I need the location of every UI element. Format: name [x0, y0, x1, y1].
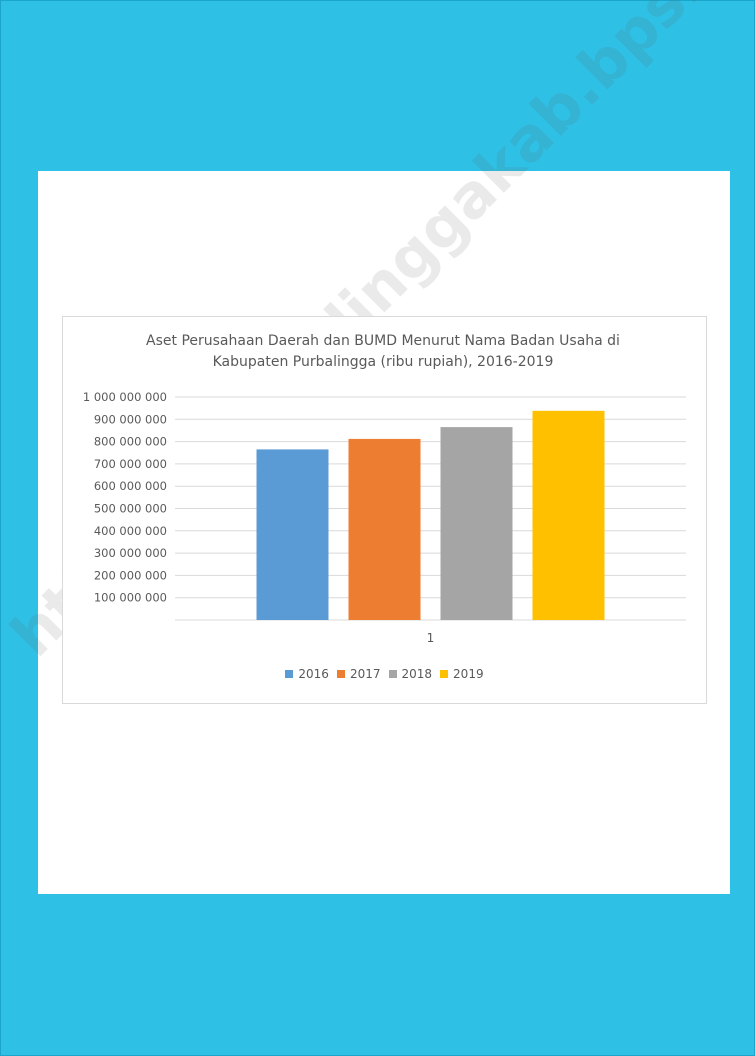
legend-swatch — [388, 669, 397, 678]
legend-label: 2019 — [453, 667, 484, 681]
y-tick-label: 100 000 000 — [94, 591, 167, 605]
chart-title: Aset Perusahaan Daerah dan BUMD Menurut … — [123, 331, 643, 373]
y-tick-label: 200 000 000 — [94, 568, 167, 582]
document-sheet: https://purbalinggakab.bps.go.id Aset Pe… — [0, 0, 755, 894]
bar-2017 — [348, 438, 421, 620]
y-tick-label: 1 000 000 000 — [83, 390, 167, 404]
legend-swatch — [440, 669, 449, 678]
bar-chart: 100 000 000 200 000 000 300 000 000 400 000… — [83, 390, 686, 645]
bar-2016 — [256, 449, 329, 620]
chart-title-line-2: Kabupaten Purbalingga (ribu rupiah), 201… — [212, 354, 554, 370]
legend-label: 2017 — [349, 667, 381, 681]
y-tick-label: 900 000 000 — [94, 412, 167, 426]
y-tick-label: 800 000 000 — [94, 435, 167, 449]
chart-container: Aset Perusahaan Daerah dan BUMD Menurut … — [62, 316, 707, 704]
legend-item-2016: 2016 — [285, 667, 329, 681]
legend-item-2019: 2019 — [440, 667, 484, 681]
chart-legend: 2016 2017 2018 2019 — [63, 667, 706, 681]
bar-2018 — [440, 427, 513, 620]
legend-swatch — [285, 669, 294, 678]
y-tick-label: 300 000 000 — [94, 546, 167, 560]
legend-item-2017: 2017 — [336, 667, 381, 681]
y-tick-label: 400 000 000 — [94, 524, 167, 538]
legend-label: 2016 — [298, 667, 329, 681]
legend-label: 2018 — [401, 667, 433, 681]
y-tick-label: 600 000 000 — [94, 479, 167, 493]
legend-item-2018: 2018 — [388, 667, 433, 681]
legend-swatch — [336, 669, 345, 678]
bar-2019 — [532, 410, 605, 620]
chart-title-line-1: Aset Perusahaan Daerah dan BUMD Menurut … — [146, 333, 620, 349]
y-tick-label: 700 000 000 — [94, 457, 167, 471]
y-tick-label: 500 000 000 — [94, 502, 167, 516]
x-category-label: 1 — [427, 631, 435, 645]
